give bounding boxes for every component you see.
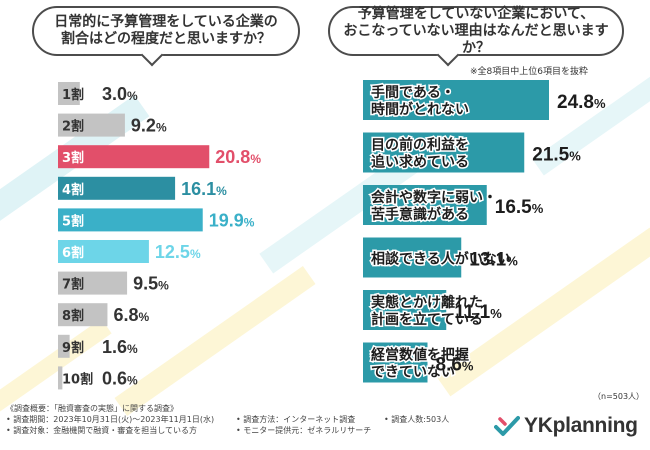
- left-category-label: 6割: [62, 245, 84, 261]
- left-bar: [58, 334, 70, 358]
- left-bar: [58, 271, 128, 295]
- right-category-label: 手間である・: [371, 84, 455, 101]
- survey-respondents: • 調査人数:503人: [384, 415, 450, 424]
- left-bar: [58, 176, 176, 200]
- right-bar: [363, 237, 462, 278]
- right-category-label: 実態とかけ離れた: [371, 294, 483, 311]
- right-bar: [363, 290, 447, 330]
- left-question-line-1: 日常的に予算管理をしている企業の: [54, 14, 278, 30]
- right-question-line-2: おこなっていない理由はなんだと思いますか？: [343, 22, 609, 56]
- company-logo: YKplanning: [494, 414, 638, 438]
- deco-stripe: [114, 266, 316, 416]
- survey-footer: 《調査概要：「融資審査の実態」に関する調査》 • 調査期間：2023年10月31…: [6, 403, 504, 436]
- sample-size-note: （n=503人）: [593, 392, 645, 401]
- right-category-label: 目の前の利益を: [371, 137, 469, 154]
- right-question-line-1: 予算管理をしていない企業において、: [357, 5, 595, 22]
- left-category-label: 4割: [62, 182, 84, 198]
- left-category-label: 9割: [62, 340, 84, 356]
- left-bar: [58, 240, 149, 263]
- left-value-label: 9.2%: [131, 116, 167, 136]
- right-bar: [363, 80, 549, 120]
- left-value-label: 20.8%: [215, 147, 261, 167]
- left-category-label: 10割: [62, 371, 93, 387]
- right-bar: [363, 132, 525, 173]
- right-category-label: 会計や数字に弱い・: [371, 189, 497, 206]
- left-category-label: 1割: [62, 87, 84, 103]
- left-value-label: 3.0%: [102, 84, 138, 104]
- left-value-label: 16.1%: [181, 179, 227, 199]
- survey-summary: 《調査概要：「融資審査の実態」に関する調査》: [6, 404, 178, 413]
- left-category-label: 3割: [62, 150, 84, 166]
- deco-stripe: [259, 150, 421, 274]
- left-category-label: 2割: [62, 119, 84, 135]
- logo-mark-icon: [494, 416, 520, 436]
- logo-text: YKplanning: [524, 414, 638, 437]
- left-value-label: 1.6%: [102, 337, 138, 357]
- right-bar: [363, 342, 428, 383]
- right-category-label: 相談できる人がいない: [371, 251, 511, 268]
- left-bar: [58, 113, 125, 137]
- right-category-label: 時間がとれない: [371, 101, 469, 118]
- left-bar: [58, 208, 203, 232]
- right-category-label: 計画を立てている: [371, 311, 483, 328]
- right-category-label: 経営数値を把握: [371, 347, 469, 364]
- left-category-label: 7割: [62, 277, 84, 293]
- left-bar: [58, 303, 108, 327]
- survey-method: • 調査方法：インターネット調査: [236, 415, 356, 424]
- right-value-label: 13.1%: [469, 250, 518, 271]
- right-category-label: 追い求めている: [371, 154, 469, 171]
- right-value-label: 24.8%: [557, 92, 606, 113]
- right-value-label: 8.6%: [436, 355, 474, 376]
- left-category-label: 5割: [62, 213, 84, 229]
- deco-stripe: [532, 44, 650, 176]
- left-bar: [58, 82, 80, 105]
- survey-provider: • モニター提供元：ゼネラルリサーチ: [236, 426, 372, 435]
- left-category-label: 8割: [62, 308, 84, 324]
- deco-stripe: [436, 227, 650, 397]
- left-value-label: 19.9%: [209, 210, 255, 230]
- right-value-label: 11.1%: [454, 302, 502, 323]
- left-bar: [58, 145, 210, 169]
- right-value-label: 16.5%: [495, 197, 544, 218]
- left-bar: [58, 366, 63, 390]
- top-note: ※全8項目中上位6項目を抜粋: [470, 67, 588, 77]
- left-question-line-2: 割合はどの程度だと思いますか？: [61, 31, 271, 47]
- left-value-label: 6.8%: [113, 305, 149, 325]
- right-category-label: 苦手意識がある: [371, 206, 469, 223]
- right-category-label: できていない: [371, 365, 455, 381]
- survey-target: • 調査対象：金融機関で融資・審査を担当している方: [6, 426, 198, 435]
- right-value-label: 21.5%: [532, 145, 581, 166]
- survey-period: • 調査期間：2023年10月31日(火)〜2023年11月1日(水): [6, 415, 215, 424]
- left-value-label: 0.6%: [102, 368, 138, 388]
- left-value-label: 9.5%: [133, 274, 169, 294]
- right-question-bubble: 予算管理をしていない企業において、 おこなっていない理由はなんだと思いますか？: [328, 5, 624, 67]
- left-question-bubble: 日常的に予算管理をしている企業の 割合はどの程度だと思いますか？: [32, 6, 300, 67]
- right-bar: [363, 185, 487, 225]
- left-value-label: 12.5%: [155, 242, 201, 262]
- deco-stripe: [0, 318, 112, 420]
